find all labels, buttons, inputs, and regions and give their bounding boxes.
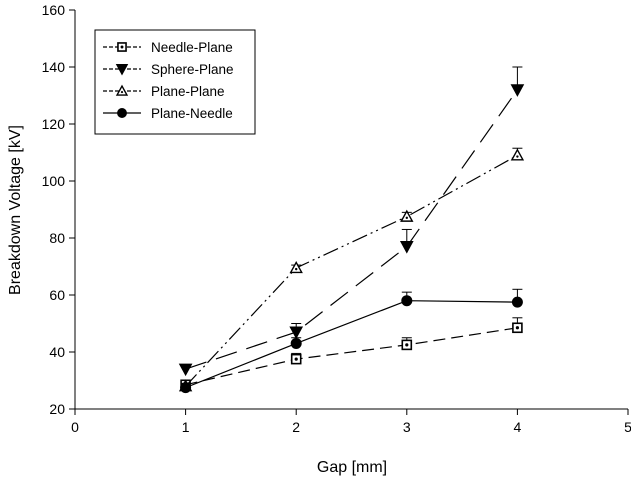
legend-label: Needle-Plane (151, 40, 233, 55)
data-point-dot (405, 343, 409, 347)
x-tick-label: 5 (624, 419, 631, 435)
y-tick-label: 20 (49, 401, 65, 417)
series-line (185, 300, 518, 389)
y-tick-label: 160 (42, 2, 66, 18)
y-tick-label: 80 (49, 230, 65, 246)
y-tick-label: 100 (42, 173, 66, 189)
series-line (185, 154, 518, 387)
x-tick-label: 1 (182, 419, 190, 435)
series-sphere-plane (178, 66, 525, 377)
data-point-dot (295, 267, 298, 271)
data-point (290, 337, 302, 349)
legend-label: Plane-Needle (151, 106, 233, 121)
y-tick-label: 40 (49, 344, 65, 360)
x-tick-label: 4 (514, 419, 522, 435)
x-axis-title: Gap [mm] (317, 459, 387, 476)
x-tick-label: 0 (71, 419, 79, 435)
data-point (399, 241, 414, 254)
legend-swatch-marker (117, 108, 127, 118)
plot-area (178, 66, 525, 394)
data-point (510, 84, 525, 97)
legend-swatch-marker-dot (120, 45, 124, 49)
data-point (178, 363, 193, 377)
x-tick-label: 3 (403, 419, 411, 435)
data-point-dot (294, 357, 298, 361)
x-tick-label: 2 (292, 419, 300, 435)
legend: Needle-Plane Sphere-Plane Plane-Plane Plane… (94, 29, 256, 135)
legend-item-needle-plane: Needle-Plane (103, 40, 233, 55)
data-point-dot (405, 216, 408, 220)
x-axis: 0 1 2 3 4 5 (71, 408, 631, 435)
y-tick-label: 120 (42, 116, 66, 132)
legend-item-sphere-plane: Sphere-Plane (103, 62, 234, 77)
data-point (511, 296, 523, 308)
series-line (185, 89, 518, 370)
data-point (401, 295, 413, 307)
data-point (289, 326, 304, 340)
legend-label: Plane-Plane (151, 84, 225, 99)
legend-item-plane-needle: Plane-Needle (103, 106, 233, 121)
data-point (180, 382, 192, 394)
data-point-dot (515, 326, 520, 330)
legend-item-plane-plane: Plane-Plane (103, 84, 225, 99)
series-plane-needle (180, 288, 523, 394)
y-axis-title: Breakdown Voltage [kV] (7, 125, 24, 295)
data-point (289, 260, 303, 274)
legend-label: Sphere-Plane (151, 62, 234, 77)
legend-swatch-marker (115, 84, 129, 96)
legend-swatch-marker (115, 64, 129, 76)
data-point-dot (516, 155, 519, 158)
legend-swatch-marker-dot (120, 91, 124, 94)
series-line (185, 327, 518, 386)
y-axis: 20 40 60 80 100 120 140 160 (42, 2, 76, 417)
y-tick-label: 140 (42, 59, 66, 75)
y-tick-label: 60 (49, 287, 65, 303)
data-point (510, 148, 525, 161)
data-point (400, 209, 414, 222)
